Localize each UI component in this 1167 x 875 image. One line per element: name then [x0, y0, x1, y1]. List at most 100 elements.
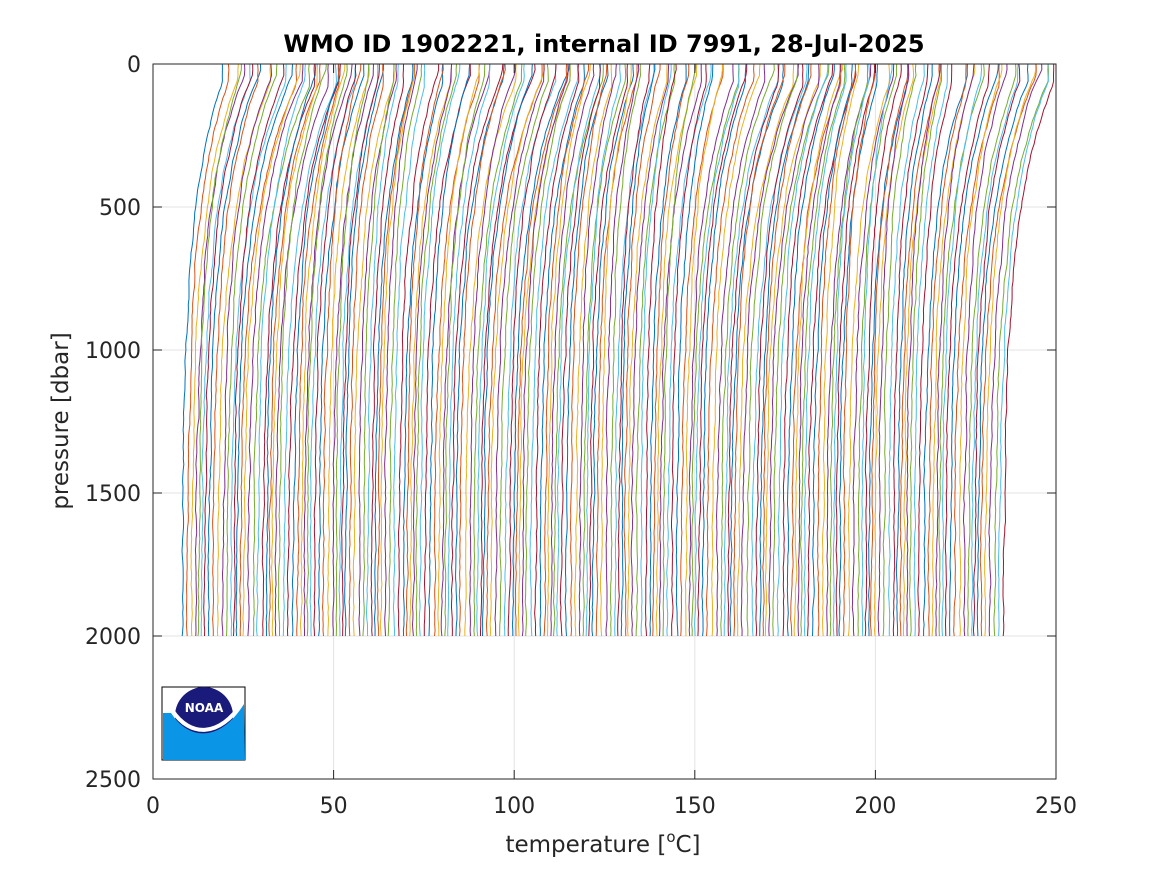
x-axis-label-superscript: o	[666, 828, 675, 846]
profile-line	[746, 64, 799, 637]
profile-line	[821, 64, 860, 637]
profile-line	[711, 64, 761, 637]
profile-line	[550, 64, 595, 637]
profile-line	[997, 64, 1049, 637]
profile-line	[988, 64, 1043, 637]
profile-line	[913, 64, 949, 637]
profile-line	[917, 64, 953, 637]
profile-line	[569, 64, 608, 637]
profile-line	[786, 64, 835, 637]
profile-line	[230, 64, 287, 637]
x-tick-label: 200	[854, 794, 896, 819]
profile-line	[869, 64, 909, 636]
axes-box	[152, 63, 1057, 780]
profile-line	[857, 64, 898, 637]
profile-line	[402, 64, 444, 637]
profile-line	[365, 64, 399, 637]
profile-line	[556, 64, 602, 637]
profile-line	[826, 64, 872, 637]
profile-line	[720, 64, 775, 637]
profile-line	[649, 64, 687, 637]
profile-line	[313, 64, 357, 637]
profile-line	[588, 64, 629, 637]
profile-line	[755, 64, 804, 637]
profile-line	[247, 64, 304, 637]
profile-line	[585, 64, 621, 637]
profile-line	[521, 64, 569, 637]
profile-line	[344, 64, 384, 636]
profile-line	[899, 64, 940, 637]
profile-line	[181, 64, 223, 637]
profile-line	[242, 64, 301, 637]
profile-line	[627, 64, 668, 637]
x-tick-label: 100	[493, 794, 535, 819]
profile-line	[892, 64, 929, 637]
profile-line	[265, 64, 317, 637]
profile-line	[348, 64, 384, 637]
profile-line	[309, 64, 356, 637]
profile-line	[617, 64, 651, 637]
profile-line	[666, 64, 712, 637]
grid-lines	[153, 64, 1056, 779]
profile-line	[564, 64, 609, 637]
profile-line	[458, 64, 506, 637]
profile-line	[762, 64, 812, 637]
profile-line	[507, 64, 557, 637]
profile-line	[684, 64, 723, 637]
profile-line	[688, 64, 734, 637]
profile-line	[239, 64, 298, 637]
profile-line	[697, 64, 748, 637]
profile-line	[680, 64, 724, 637]
profile-line	[409, 64, 453, 637]
profile-line	[524, 64, 571, 637]
profile-line	[296, 64, 340, 637]
profile-line	[392, 64, 426, 637]
profile-line	[694, 64, 740, 637]
profile-line	[895, 64, 933, 637]
profile-line	[256, 64, 306, 637]
profile-line	[547, 64, 591, 637]
y-tick-label: 2500	[85, 768, 141, 793]
y-axis-label: pressure [dbar]	[48, 332, 74, 509]
profile-line	[976, 64, 1029, 637]
profile-line	[623, 64, 661, 637]
profile-line	[306, 64, 348, 637]
profile-line	[235, 64, 293, 637]
x-axis-label-text: temperature [	[505, 832, 666, 858]
profile-line	[539, 64, 585, 637]
profile-line	[268, 64, 321, 637]
profile-line	[971, 64, 1019, 637]
profile-line	[877, 64, 910, 637]
profile-line	[630, 64, 670, 637]
profile-line	[212, 64, 259, 636]
profile-line	[397, 64, 440, 637]
profile-line	[221, 64, 273, 637]
profile-line	[829, 64, 869, 637]
profile-line	[931, 64, 976, 637]
profile-line	[909, 64, 943, 637]
profile-line	[605, 64, 640, 637]
profile-line	[953, 64, 1000, 637]
profile-line	[482, 64, 533, 637]
profile-line	[387, 64, 423, 637]
profile-line	[303, 64, 353, 636]
profile-line	[574, 64, 613, 637]
profile-line	[341, 64, 380, 637]
x-tick-label: 150	[674, 794, 716, 819]
y-tick-label: 500	[99, 196, 141, 221]
profile-line	[271, 64, 319, 637]
x-axis-label: temperature [oC]	[505, 828, 700, 858]
x-tick-label: 50	[320, 794, 348, 819]
profile-line	[620, 64, 656, 636]
profile-line	[534, 64, 580, 637]
profile-line	[759, 64, 810, 637]
profile-line	[797, 64, 841, 637]
profile-line	[444, 64, 486, 637]
y-tick-label: 0	[127, 53, 141, 78]
profile-line	[318, 64, 365, 637]
profile-line	[838, 64, 878, 637]
profile-line	[944, 64, 990, 637]
profile-line	[662, 64, 697, 636]
profile-line	[691, 64, 740, 637]
profile-line	[473, 64, 523, 637]
